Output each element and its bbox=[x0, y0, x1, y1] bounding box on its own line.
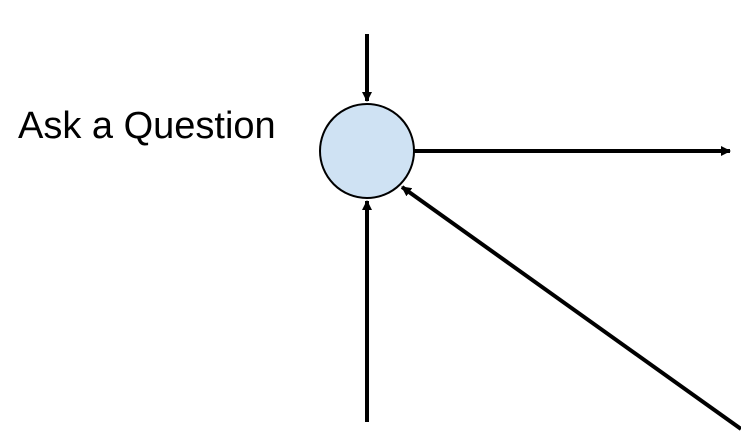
node-label-ask-a-question: Ask a Question bbox=[18, 105, 276, 147]
question-node-circle bbox=[319, 103, 415, 199]
arrow-from-bottom-right bbox=[400, 185, 741, 431]
